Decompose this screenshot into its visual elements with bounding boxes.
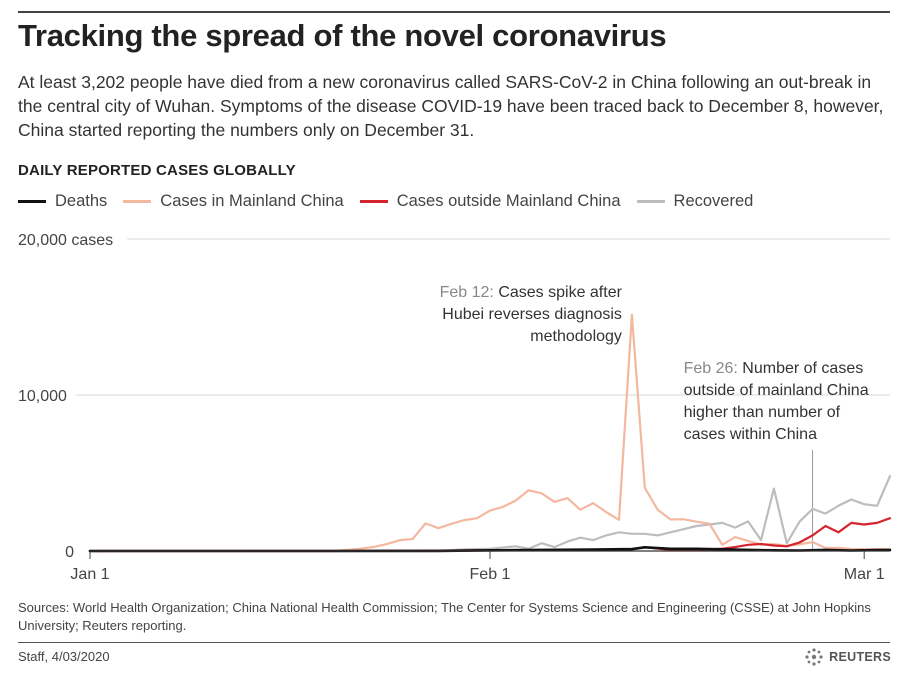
section-label: DAILY REPORTED CASES GLOBALLY [18,162,296,179]
y-tick-label: 20,000 cases [18,232,113,249]
annotation-body: Cases spike after [498,284,622,301]
legend-item: Recovered [636,191,754,211]
x-tick-label: Jan 1 [70,566,109,583]
legend-item: Cases in Mainland China [123,191,344,211]
annotation-line: cases within China [684,426,818,443]
annotation-line: Feb 26: Number of cases [684,360,864,377]
legend-item: Cases outside Mainland China [359,191,621,211]
legend-swatch [636,199,665,203]
reuters-logo: REUTERS [804,647,891,667]
legend-label: Deaths [55,191,108,210]
y-tick-label: 10,000 [18,388,67,405]
legend-swatch [359,199,388,203]
line-chart: 20,000 cases 10,000 0 Jan 1 Feb 1 Mar 1 Feb 12… [16,229,892,583]
legend-label: Recovered [673,191,754,210]
legend-item: Deaths [18,192,107,211]
annotation-body: Number of cases [742,360,863,377]
chart-legend: Deaths Cases in Mainland China Cases outsi… [18,190,769,212]
series-line-recovered [88,475,892,553]
chart-subtitle: At least 3,202 people have died from a n… [18,72,884,140]
annotation-date: Feb 26: [684,360,743,377]
y-tick-label-bg [16,229,128,249]
legend-swatch [18,199,46,203]
x-tick-label: Mar 1 [844,566,885,583]
annotation-line: higher than number of [684,404,841,421]
annotation-date: Feb 12: [440,284,499,301]
y-tick-label: 0 [65,544,74,561]
annotation-text: Feb 26: Number of cases outside of mainla… [684,360,869,443]
bottom-rule [18,642,890,643]
series-line-cases-outside-mainland-china [88,517,892,553]
sources-note: Sources: World Health Organization; Chin… [18,600,871,633]
reuters-dots-icon [805,648,823,666]
annotation-text: Feb 12: Cases spike after Hubei reverses … [440,284,623,345]
legend-label: Cases in Mainland China [160,191,344,210]
brand-name: REUTERS [829,650,891,664]
top-rule [18,11,890,13]
y-tick-label-bg [16,385,76,405]
chart-title: Tracking the spread of the novel coronav… [18,18,667,53]
x-tick-label: Feb 1 [470,566,511,583]
annotation-line: methodology [530,328,622,345]
legend-label: Cases outside Mainland China [396,191,621,210]
series-line-deaths [88,545,892,553]
annotation-line: outside of mainland China [684,382,869,399]
annotation-line: Hubei reverses diagnosis [442,306,622,323]
annotation-line: Feb 12: Cases spike after [440,284,623,301]
legend-swatch [123,199,152,203]
byline: Staff, 4/03/2020 [18,649,110,664]
